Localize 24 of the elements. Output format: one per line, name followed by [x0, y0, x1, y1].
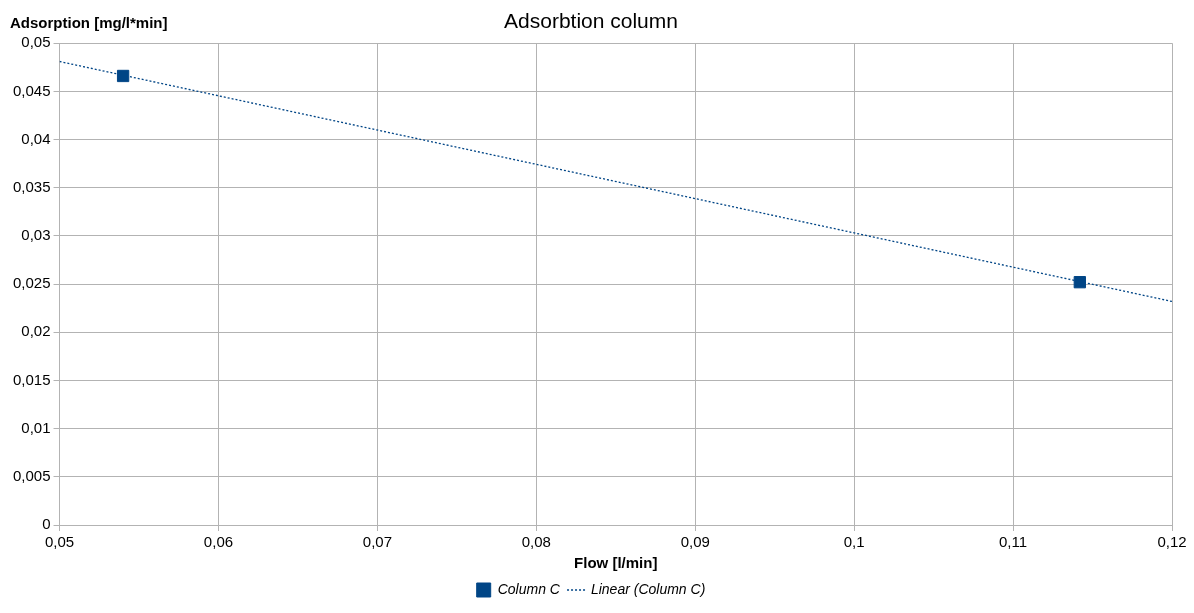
legend-label: Column C — [497, 580, 561, 597]
y-tick-label: 0,04 — [21, 129, 51, 147]
y-tick-label: 0,05 — [21, 33, 51, 51]
x-axis-title: Flow [l/min] — [574, 554, 658, 572]
y-tick-label: 0,005 — [12, 466, 51, 484]
y-tick-label: 0,03 — [21, 226, 51, 244]
y-tick-label: 0,045 — [12, 81, 51, 99]
x-tick-label: 0,09 — [680, 533, 710, 551]
x-tick-label: 0,07 — [362, 533, 392, 551]
x-tick-label: 0,06 — [203, 533, 234, 551]
x-tick-label: 0,05 — [44, 533, 75, 551]
x-tick-label: 0,1 — [843, 533, 865, 551]
x-tick-label: 0,12 — [1157, 533, 1187, 551]
y-tick-label: 0,02 — [21, 322, 51, 340]
y-tick-label: 0,035 — [12, 177, 51, 195]
y-tick-label: 0,025 — [12, 274, 51, 292]
y-tick-label: 0,01 — [21, 418, 51, 436]
y-axis-title: Adsorption [mg/l*min] — [10, 14, 168, 31]
y-tick-label: 0 — [42, 515, 51, 533]
y-tick-label: 0,015 — [12, 370, 51, 388]
x-tick-label: 0,11 — [999, 533, 1028, 551]
legend-label: Linear (Column C) — [590, 580, 706, 597]
x-tick-label: 0,08 — [521, 533, 551, 551]
chart-title: Adsorbtion column — [504, 9, 678, 33]
